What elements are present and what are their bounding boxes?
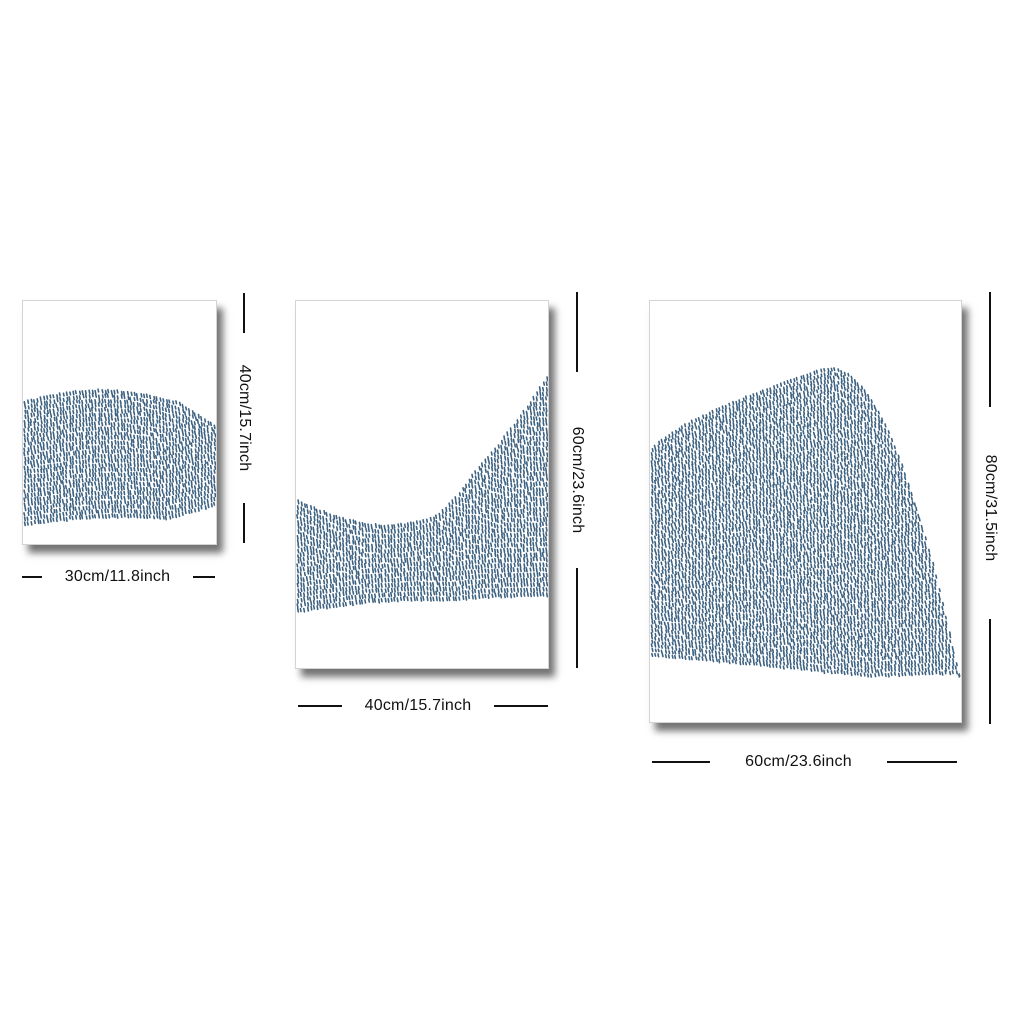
dimension-line (576, 292, 578, 372)
dimension-line (22, 576, 42, 578)
height-dimension-medium: 60cm/23.6inch (567, 292, 587, 668)
art-panel-medium (295, 300, 549, 669)
art-panel-small (22, 300, 217, 545)
width-label-large: 60cm/23.6inch (745, 753, 852, 770)
dimension-line (243, 293, 245, 333)
dimension-line (576, 568, 578, 668)
dash-wave-artwork-small (23, 388, 216, 527)
dash-pattern (296, 376, 548, 613)
height-label-medium: 60cm/23.6inch (569, 426, 586, 534)
dash-wave-artwork-large (650, 367, 961, 678)
height-label-large: 80cm/31.5inch (982, 454, 999, 562)
height-label-small: 40cm/15.7inch (236, 364, 253, 472)
width-dimension-large: 60cm/23.6inch (652, 752, 957, 772)
dash-pattern (23, 388, 216, 527)
width-label-small: 30cm/11.8inch (64, 568, 171, 585)
dimension-line (989, 292, 991, 407)
dimension-line (298, 705, 342, 707)
width-dimension-small: 30cm/11.8inch (22, 567, 215, 587)
height-dimension-small: 40cm/15.7inch (234, 293, 254, 543)
dash-wave-artwork-medium (296, 376, 548, 613)
width-label-medium: 40cm/15.7inch (364, 697, 472, 714)
dimension-line (243, 503, 245, 543)
dimension-line (652, 761, 710, 763)
height-dimension-large: 80cm/31.5inch (980, 292, 1000, 724)
dash-pattern (650, 367, 961, 678)
dimension-line (493, 705, 548, 707)
dimension-line (192, 576, 215, 578)
dimension-line (886, 761, 957, 763)
art-panel-large (649, 300, 962, 723)
width-dimension-medium: 40cm/15.7inch (298, 696, 548, 716)
dimension-line (989, 619, 991, 724)
